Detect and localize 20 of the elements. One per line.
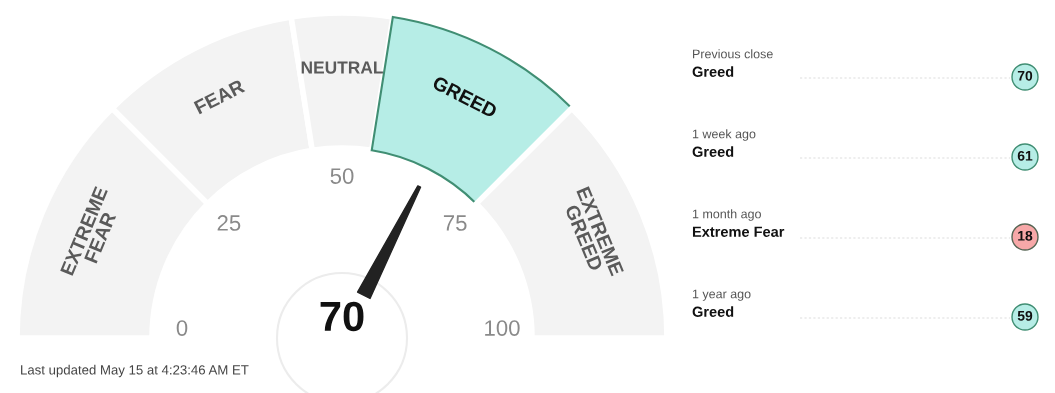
data-label: 61 — [1017, 150, 1033, 161]
text: 70 — [320, 301, 364, 332]
text: 50 — [330, 168, 354, 184]
data-label: 18 — [1018, 230, 1033, 241]
text: Extreme Fear — [692, 226, 785, 237]
data-label: 59 — [1017, 310, 1033, 321]
text: 100 — [485, 320, 520, 336]
category-label: 1 week ago — [692, 129, 756, 141]
text: Greed — [692, 66, 734, 77]
category-label: 1 month ago — [692, 209, 761, 221]
category-label: 1 year ago — [692, 289, 751, 301]
text: 75 — [443, 215, 467, 231]
text: Greed — [692, 146, 734, 157]
data-label: 70 — [1017, 70, 1033, 81]
text: 25 — [217, 215, 241, 231]
category-label: Previous close — [693, 49, 773, 59]
text: Greed — [692, 306, 734, 317]
text: Last updated May 15 at 4:23:46 AM ET — [21, 364, 249, 378]
text: 0 — [176, 320, 188, 336]
slice-label: NEUTRAL — [301, 61, 383, 74]
